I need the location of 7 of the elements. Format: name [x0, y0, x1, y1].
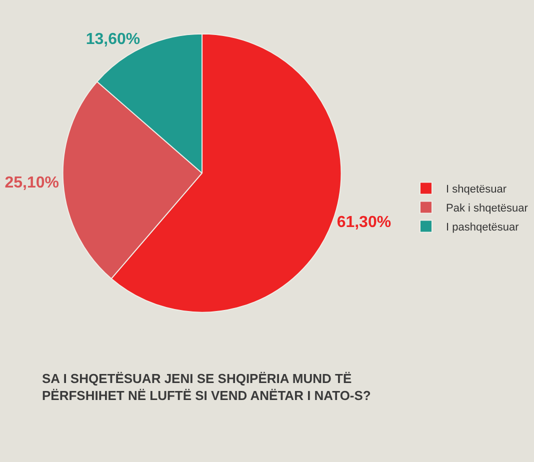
data-label: 61,30% [336, 214, 392, 231]
legend-label: I shqetësuar [446, 183, 507, 196]
data-label: 25,10% [4, 174, 59, 192]
legend-label: Pak i shqetësuar [446, 202, 528, 214]
text: SA I SHQETËSUAR JENI SE SHQIPËRIA MUND TË PËRFSHIHET NË LUFTË SI VEND ANËTAR I NATO-S? [42, 371, 371, 403]
data-label: 13,60% [86, 30, 140, 48]
legend-label: I pashqetësuar [446, 221, 520, 234]
